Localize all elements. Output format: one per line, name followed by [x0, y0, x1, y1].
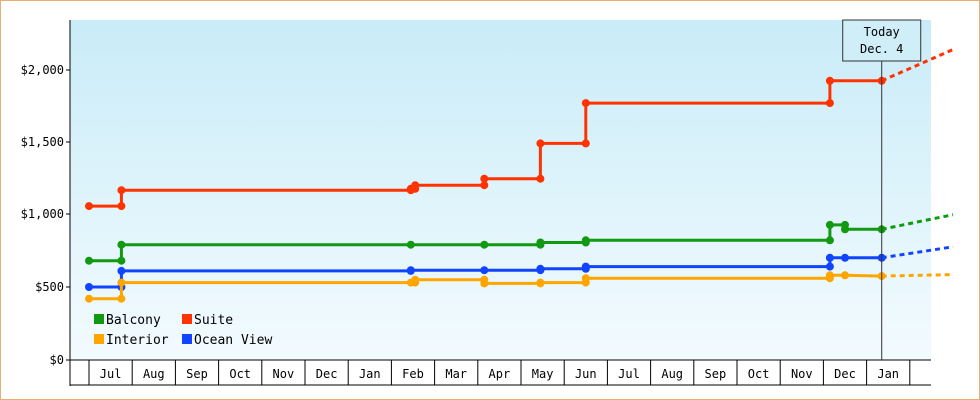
- legend-item-suite: Suite: [182, 313, 233, 328]
- data-point: [480, 240, 489, 249]
- x-tick-label: Jun: [575, 367, 597, 381]
- data-point: [841, 271, 849, 280]
- axes: $0 $500 $1,000 $1,500 $2,000 Jul Aug Sep Oct Nov D…: [21, 20, 931, 386]
- x-tick-label: Dec: [834, 367, 856, 381]
- legend-label: Balcony: [106, 313, 161, 328]
- x-tick-label: Jul: [100, 367, 122, 381]
- data-point: [841, 253, 849, 262]
- x-tick-label: Aug: [661, 367, 683, 381]
- legend-item-interior: Interior: [94, 333, 169, 348]
- x-tick-label: Mar: [445, 367, 467, 381]
- data-point: [117, 256, 126, 265]
- y-tick-label: $0: [50, 353, 64, 367]
- data-point: [85, 256, 93, 265]
- data-point: [581, 139, 590, 148]
- x-tick-label: Nov: [273, 367, 295, 381]
- x-tick-label: Dec: [316, 367, 338, 381]
- series-projection-ocean-view: [881, 245, 954, 260]
- legend-item-ocean-view: Ocean View: [182, 333, 272, 348]
- data-point: [411, 275, 420, 284]
- data-point: [536, 264, 545, 273]
- data-point: [825, 236, 834, 245]
- data-point: [581, 274, 590, 283]
- legend-item-balcony: Balcony: [94, 313, 161, 328]
- data-point: [480, 174, 489, 183]
- x-tick-label: Nov: [791, 367, 813, 381]
- legend: Balcony Suite Interior Ocean View: [94, 313, 272, 348]
- data-point: [117, 266, 126, 275]
- data-point: [581, 236, 590, 245]
- x-tick-label: May: [532, 367, 554, 381]
- legend-label: Interior: [106, 333, 169, 348]
- x-tick-label: Jan: [877, 367, 899, 381]
- data-point: [480, 181, 489, 190]
- data-point: [825, 262, 834, 271]
- data-point: [536, 139, 545, 148]
- data-point: [825, 220, 834, 229]
- series-layer: [85, 48, 954, 303]
- today-date-label: Dec. 4: [860, 42, 903, 56]
- data-point: [480, 266, 489, 275]
- series-projection-interior: [881, 273, 954, 278]
- today-box: [842, 19, 922, 62]
- data-point: [411, 181, 420, 190]
- x-tick-label: Jul: [618, 367, 640, 381]
- y-tick-label: $1,000: [21, 207, 64, 221]
- legend-swatch: [182, 334, 192, 344]
- data-point: [85, 283, 93, 291]
- data-point: [825, 76, 834, 85]
- legend-swatch: [94, 314, 104, 324]
- today-label: Today: [864, 25, 900, 39]
- data-point: [825, 271, 834, 280]
- data-point: [117, 186, 126, 195]
- y-tick-label: $2,000: [21, 63, 64, 77]
- data-point: [825, 253, 834, 262]
- y-tick-label: $1,500: [21, 135, 64, 149]
- data-point: [581, 262, 590, 271]
- x-tick-label: Apr: [489, 367, 511, 381]
- data-point: [581, 99, 590, 108]
- data-point: [536, 238, 545, 247]
- legend-swatch: [94, 334, 104, 344]
- data-point: [117, 294, 126, 303]
- data-point: [406, 240, 415, 249]
- data-point: [536, 278, 545, 287]
- series-projection-suite: [881, 48, 954, 83]
- x-tick-label: Sep: [186, 367, 208, 381]
- legend-label: Ocean View: [194, 333, 272, 348]
- data-point: [117, 202, 126, 211]
- today-marker: Today Dec. 4: [842, 19, 922, 360]
- data-point: [117, 278, 126, 287]
- data-point: [825, 99, 834, 108]
- data-point: [406, 266, 415, 275]
- data-point: [85, 202, 93, 211]
- x-tick-label: Aug: [143, 367, 165, 381]
- x-tick-label: Oct: [748, 367, 770, 381]
- data-point: [536, 174, 545, 183]
- x-tick-label: Sep: [705, 367, 727, 381]
- x-tick-label: Feb: [402, 367, 424, 381]
- legend-label: Suite: [194, 313, 233, 328]
- series-projection-balcony: [881, 213, 954, 231]
- data-point: [117, 240, 126, 249]
- x-tick-label: Oct: [229, 367, 251, 381]
- data-point: [841, 225, 849, 234]
- x-tick-label: Jan: [359, 367, 381, 381]
- data-point: [85, 294, 93, 303]
- y-tick-label: $500: [35, 280, 64, 294]
- legend-swatch: [182, 314, 192, 324]
- data-point: [480, 279, 489, 288]
